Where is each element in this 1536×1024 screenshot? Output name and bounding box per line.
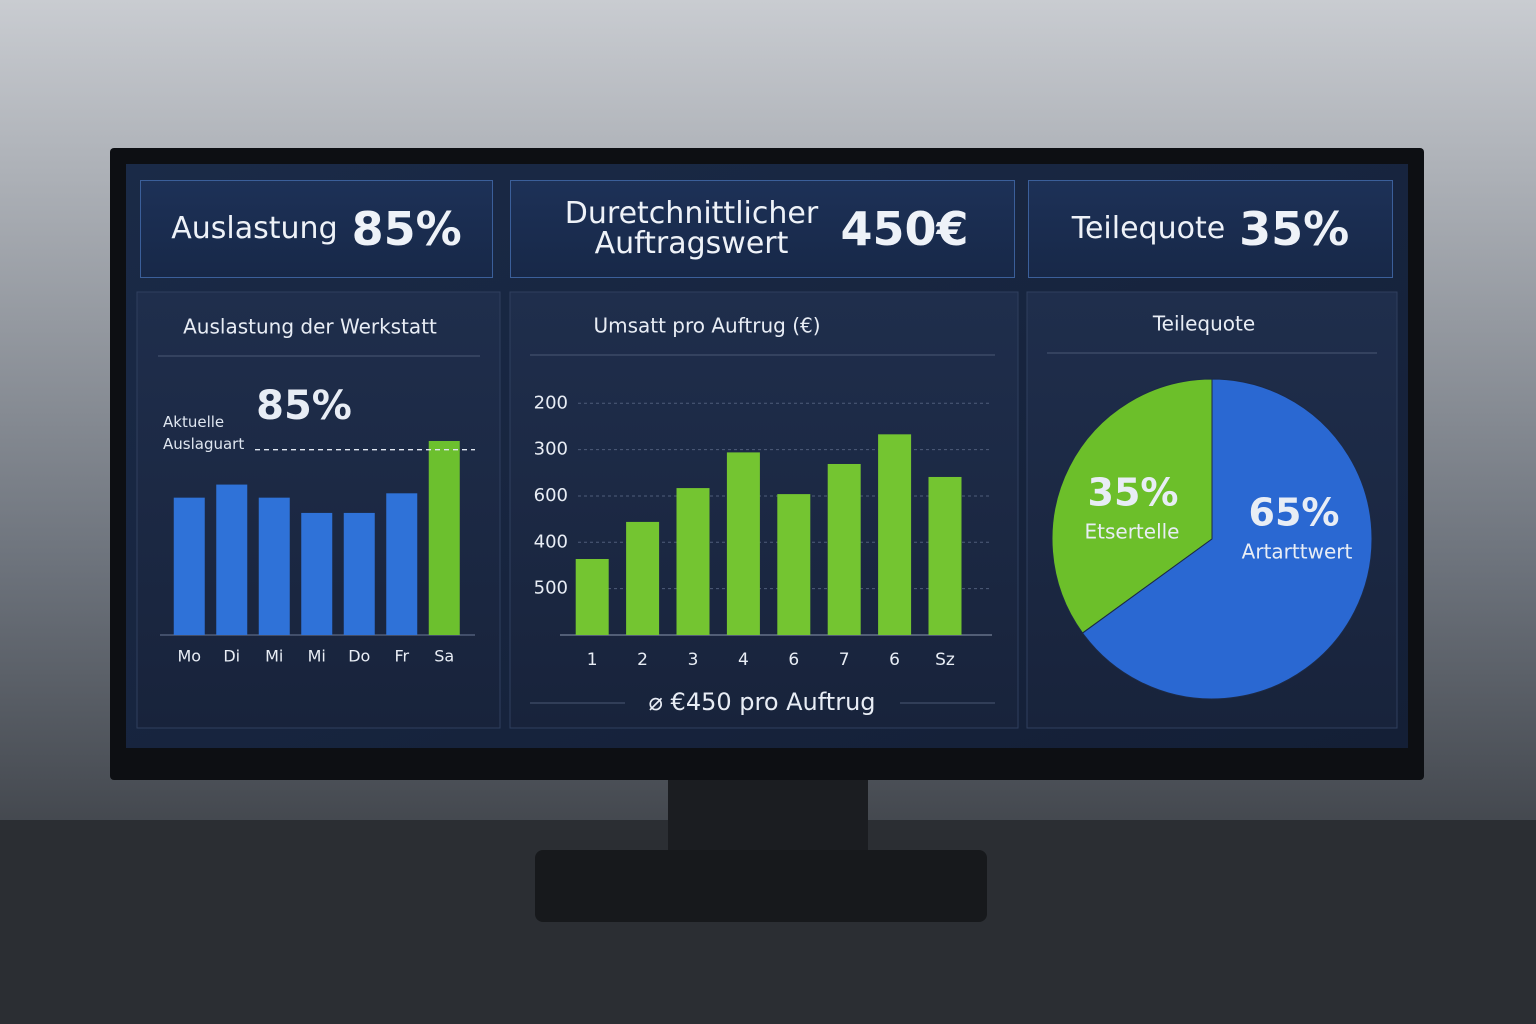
x-tick-label: Do [348,647,370,666]
monitor-stand [535,850,987,922]
x-tick-label: Mi [308,647,326,666]
slice-label: Etsertelle [1085,520,1180,544]
x-tick-label: 1 [587,650,598,670]
kpi-tile: Duretchnittlicher Auftragswert 450€ [510,180,1015,278]
bar [258,497,290,635]
slice-label: Artarttwert [1242,540,1353,564]
bar [301,512,333,635]
bar [928,476,962,635]
pie-slice [1081,378,1373,700]
x-tick-label: Sz [935,650,955,670]
bar [575,558,609,635]
data-label: 35% [1088,471,1179,515]
x-tick-label: 6 [889,650,900,670]
bar [343,512,375,635]
reference-value: 85% [256,383,352,429]
bar [878,434,912,635]
kpi-tile: Teilequote 35% [1028,180,1393,278]
bar [777,494,811,635]
y-tick-label: 400 [534,531,568,552]
data-label: 65% [1249,491,1340,535]
kpi-label: Auslastung [171,211,338,246]
monitor-neck [668,770,868,860]
kpi-value: 450€ [840,202,969,256]
x-tick-label: 2 [637,650,648,670]
bar [626,521,660,635]
x-tick-label: Sa [434,647,454,666]
x-tick-label: Di [223,647,240,666]
x-tick-label: 7 [839,650,850,670]
chart-title: Auslastung der Werkstatt [183,315,437,339]
x-tick-label: Mi [265,647,283,666]
bar [216,484,248,635]
x-tick-label: 6 [788,650,799,670]
x-tick-label: Fr [394,647,409,666]
bar [173,497,205,635]
y-tick-label: 600 [534,485,568,506]
chart-note: ⌀ €450 pro Auftrug [648,688,875,716]
bar [726,452,760,635]
kpi-value: 35% [1239,202,1350,256]
y-tick-label: 300 [534,439,568,460]
kpi-label: Teilequote [1071,211,1226,246]
kpi-value: 85% [351,202,462,256]
x-tick-label: Mo [177,647,201,666]
chart-title: Umsatt pro Auftrug (€) [593,314,820,338]
y-tick-label: 500 [534,578,568,599]
bar [676,488,710,635]
reference-label: Aktuelle Auslaguart [163,413,245,453]
kpi-tile: Auslastung 85% [140,180,493,278]
bar [386,493,418,635]
x-tick-label: 4 [738,650,749,670]
kpi-label: Duretchnittlicher Auftragswert [564,196,819,261]
y-tick-label: 200 [534,392,568,413]
bar [428,440,460,635]
bar [827,463,861,635]
pie-slice [1051,378,1213,634]
chart-title: Teilequote [1152,312,1255,336]
x-tick-label: 3 [688,650,699,670]
